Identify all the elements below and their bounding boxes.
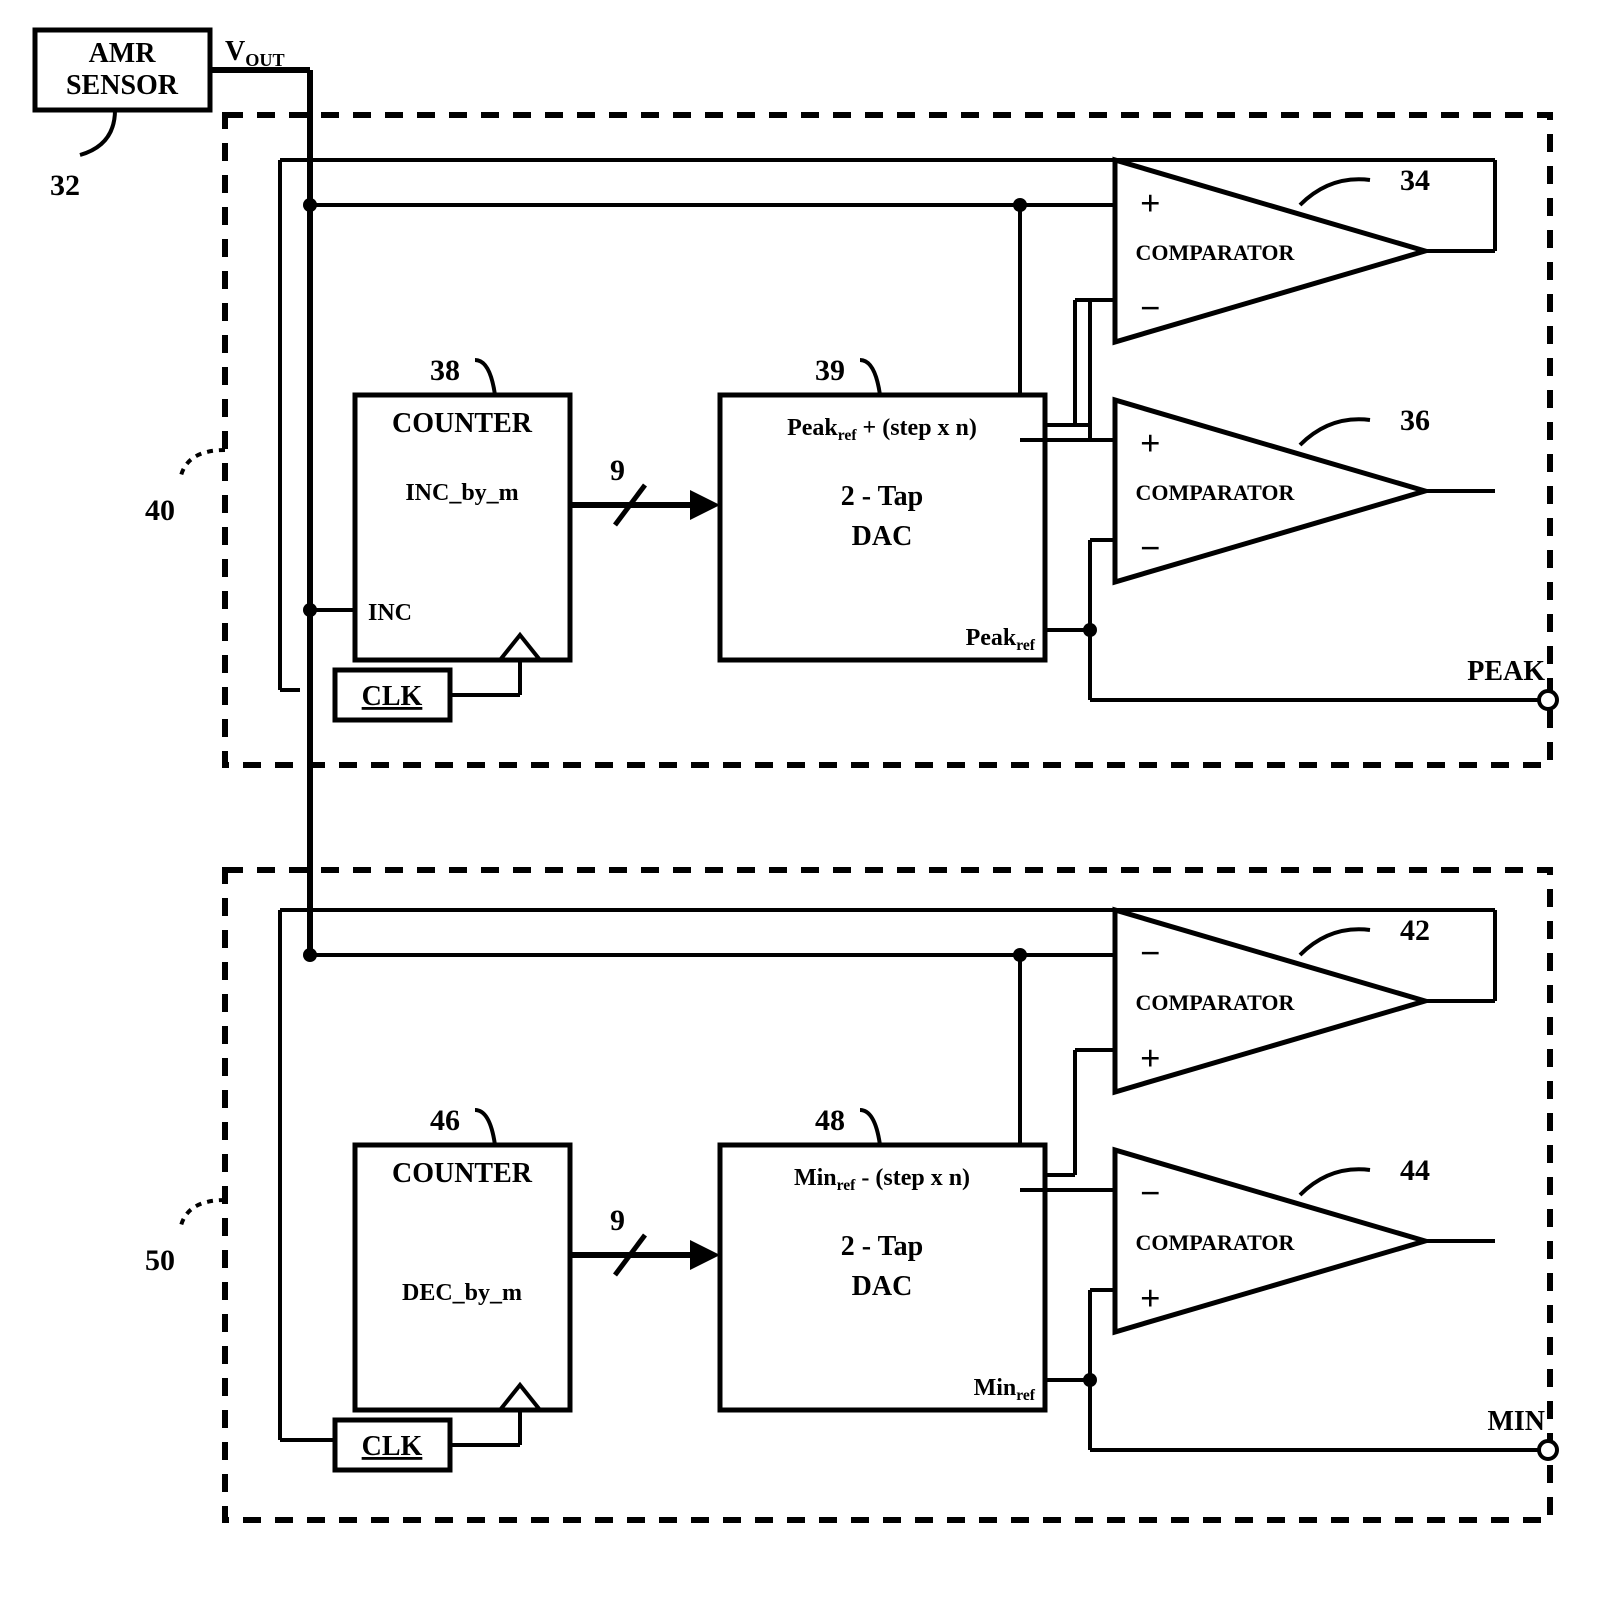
peak-bus-width: 9 <box>610 454 625 487</box>
peak-dac-mid2: DAC <box>852 521 913 552</box>
peak-inc-tap <box>303 603 317 617</box>
peak-comp-b-label: COMPARATOR <box>1136 480 1296 505</box>
min-clk-label: CLK <box>362 1431 423 1462</box>
min-term <box>1539 1441 1557 1459</box>
min-comp-a-label: COMPARATOR <box>1136 990 1296 1015</box>
peak-dac-mid1: 2 - Tap <box>841 481 924 512</box>
peak-term <box>1539 691 1557 709</box>
peak-comp-a-label: COMPARATOR <box>1136 240 1296 265</box>
min-dac-mid2: DAC <box>852 1271 913 1302</box>
wire-min-bus-arrow <box>690 1240 720 1270</box>
amr-sensor-label-1: AMR <box>89 38 157 69</box>
min-bus-width: 9 <box>610 1204 625 1237</box>
peak-counter-title: COUNTER <box>392 408 533 439</box>
peak-clk-label: CLK <box>362 681 423 712</box>
peak-comp-a-plus: + <box>1140 183 1161 223</box>
min-counter-ref-leader <box>475 1110 495 1145</box>
min-dac-ref-leader <box>860 1110 880 1145</box>
wire-peak-bus-arrow <box>690 490 720 520</box>
min-comp-b-label: COMPARATOR <box>1136 1230 1296 1255</box>
peak-comp-a-ref-leader <box>1300 179 1370 205</box>
peak-term-label: PEAK <box>1467 656 1545 687</box>
peak-counter-clk-tri <box>500 635 540 660</box>
peak-counter-mode: INC_by_m <box>405 480 518 506</box>
peak-dac-outb: Peakref <box>966 625 1036 654</box>
peak-peakref-j <box>1083 623 1097 637</box>
peak-dac-ref: 39 <box>815 354 845 387</box>
min-dac-mid1: 2 - Tap <box>841 1231 924 1262</box>
peak-counter-ref: 38 <box>430 354 460 387</box>
min-counter-clk-tri <box>500 1385 540 1410</box>
peak-counter-ref-leader <box>475 360 495 395</box>
peak-block-ref: 40 <box>145 494 175 527</box>
min-dac-outb: Minref <box>974 1375 1036 1404</box>
min-comp-b-top: − <box>1140 1173 1161 1213</box>
min-comp-b-ref-leader <box>1300 1169 1370 1195</box>
min-comp-b-ref: 44 <box>1400 1154 1430 1187</box>
peak-comp-a-ref: 34 <box>1400 164 1430 197</box>
min-comp-a-bot: + <box>1140 1038 1161 1078</box>
peak-dac-ref-leader <box>860 360 880 395</box>
peak-comp-a-minus: − <box>1140 288 1161 328</box>
min-counter-title: COUNTER <box>392 1158 533 1189</box>
min-counter-ref: 46 <box>430 1104 460 1137</box>
peak-counter-port: INC <box>368 600 412 626</box>
amr-ref-leader <box>80 110 115 155</box>
min-block-ref-leader <box>180 1200 225 1230</box>
min-comp-a-ref: 42 <box>1400 914 1430 947</box>
min-comp-a-top: − <box>1140 933 1161 973</box>
min-comp-a-ref-leader <box>1300 929 1370 955</box>
amr-sensor-label-2: SENSOR <box>66 70 179 101</box>
peak-comp-b-ref: 36 <box>1400 404 1430 437</box>
min-block-ref: 50 <box>145 1244 175 1277</box>
min-dac-top: Minref - (step x n) <box>794 1165 970 1194</box>
peak-dac-top: Peakref + (step x n) <box>787 415 977 444</box>
min-counter-mode: DEC_by_m <box>402 1280 522 1306</box>
min-minref-j <box>1083 1373 1097 1387</box>
amr-ref: 32 <box>50 169 80 202</box>
peak-block-ref-leader <box>180 450 225 480</box>
min-term-label: MIN <box>1487 1406 1545 1437</box>
min-comp-b-bot: + <box>1140 1278 1161 1318</box>
peak-comp-b-plus: + <box>1140 423 1161 463</box>
min-dac-ref: 48 <box>815 1104 845 1137</box>
peak-comp-b-ref-leader <box>1300 419 1370 445</box>
peak-comp-b-minus: − <box>1140 528 1161 568</box>
circuit-diagram: AMR SENSOR 32 VOUT 40 COUNTER INC_by_m I… <box>0 0 1610 1599</box>
vout-label: VOUT <box>225 36 285 70</box>
